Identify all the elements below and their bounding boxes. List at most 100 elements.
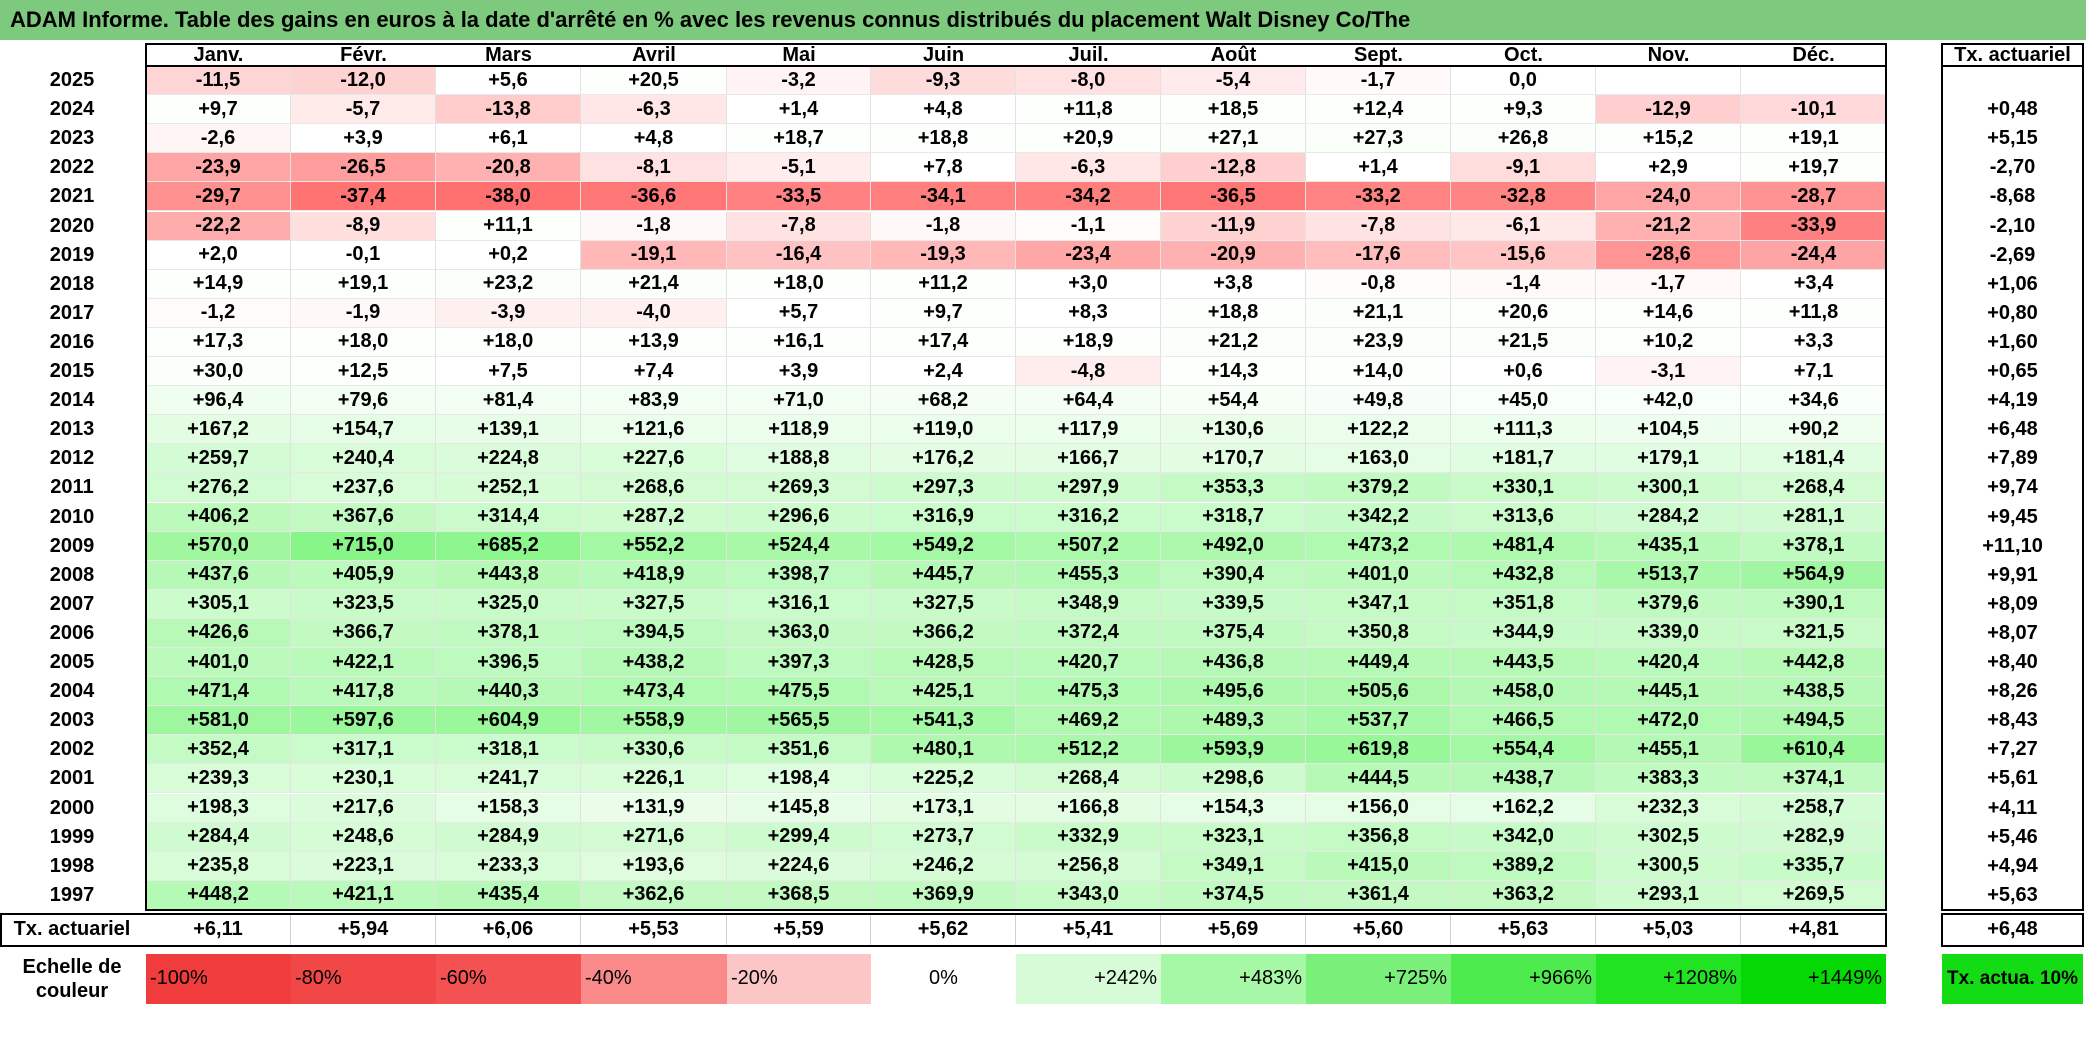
table-cell: +239,3 — [146, 764, 291, 794]
table-cell: +492,0 — [1161, 531, 1306, 561]
table-cell: -12,0 — [291, 66, 436, 95]
table-cell: +405,9 — [291, 560, 436, 590]
table-cell: +19,7 — [1741, 153, 1886, 183]
table-cell: +224,8 — [436, 444, 581, 474]
year-label: 2006 — [49, 621, 95, 644]
table-cell: +473,4 — [581, 677, 727, 707]
table-cell: +443,5 — [1451, 648, 1596, 677]
footer-cell: +5,63 — [1451, 913, 1596, 946]
table-cell: -5,4 — [1161, 66, 1306, 95]
table-cell: +344,9 — [1451, 618, 1596, 648]
table-cell: +18,8 — [1161, 298, 1306, 328]
table-cell: +435,4 — [436, 880, 581, 910]
table-cell: +188,8 — [727, 444, 871, 474]
table-cell: +15,2 — [1596, 124, 1741, 154]
year-label: 2015 — [49, 360, 95, 382]
annual-rate-cell: +7,27 — [1987, 738, 2038, 761]
table-cell: +432,8 — [1451, 560, 1596, 590]
table-cell: -8,1 — [581, 153, 727, 183]
table-cell: +9,7 — [871, 298, 1016, 328]
legend-swatch: +1208% — [1596, 953, 1741, 1004]
table-cell: +379,6 — [1596, 589, 1741, 619]
table-cell: -33,9 — [1741, 211, 1886, 241]
table-cell: +440,3 — [436, 677, 581, 707]
table-cell: +597,6 — [291, 706, 436, 736]
table-cell: -38,0 — [436, 182, 581, 212]
table-cell: +6,1 — [436, 124, 581, 154]
table-cell: -36,5 — [1161, 182, 1306, 212]
table-cell: +18,5 — [1161, 95, 1306, 125]
annual-rate-cell: +0,48 — [1987, 98, 2038, 121]
table-cell: +273,7 — [871, 822, 1016, 852]
table-cell: +445,1 — [1596, 677, 1741, 707]
month-header: Sept. — [1354, 44, 1403, 66]
table-cell: +318,1 — [436, 735, 581, 765]
table-cell: +449,4 — [1306, 648, 1451, 677]
year-label: 2019 — [49, 243, 95, 266]
table-cell: +458,0 — [1451, 677, 1596, 707]
table-cell: +296,6 — [727, 502, 871, 532]
table-cell: +252,1 — [436, 473, 581, 503]
table-cell: +316,9 — [871, 502, 1016, 532]
table-cell: +604,9 — [436, 706, 581, 736]
table-cell: -1,7 — [1596, 269, 1741, 299]
table-cell: -16,4 — [727, 240, 871, 270]
table-cell: +0,6 — [1451, 357, 1596, 386]
footer-cell: +5,60 — [1306, 913, 1451, 946]
annual-rate-cell: +8,09 — [1987, 592, 2038, 615]
table-cell: +2,0 — [146, 240, 291, 270]
table-cell: +240,4 — [291, 444, 436, 474]
annual-rate-cell: -8,68 — [1989, 185, 2036, 208]
table-cell: +11,8 — [1016, 95, 1161, 125]
table-cell: +438,2 — [581, 648, 727, 677]
legend-swatch: -40% — [581, 953, 727, 1004]
table-cell — [1596, 66, 1741, 95]
table-cell: -33,5 — [727, 182, 871, 212]
table-cell: +330,1 — [1451, 473, 1596, 503]
table-cell: +7,5 — [436, 357, 581, 386]
year-label: 2007 — [49, 592, 95, 615]
table-cell: +181,4 — [1741, 444, 1886, 474]
table-cell: +130,6 — [1161, 415, 1306, 445]
table-cell: +122,2 — [1306, 415, 1451, 445]
annual-rate-cell: +5,61 — [1987, 767, 2038, 790]
table-cell: +300,5 — [1596, 851, 1741, 881]
table-cell: -10,1 — [1741, 95, 1886, 125]
table-cell: +426,6 — [146, 618, 291, 648]
table-cell: +226,1 — [581, 764, 727, 794]
table-cell: +3,8 — [1161, 269, 1306, 299]
table-cell: +248,6 — [291, 822, 436, 852]
legend-swatch: +483% — [1161, 953, 1306, 1004]
annual-rate-cell: +0,65 — [1987, 360, 2038, 382]
table-cell: +282,9 — [1741, 822, 1886, 852]
table-cell: +170,7 — [1161, 444, 1306, 474]
table-cell: +297,9 — [1016, 473, 1161, 503]
table-cell: -37,4 — [291, 182, 436, 212]
legend-swatch: -100% — [146, 953, 291, 1004]
table-cell: -15,6 — [1451, 240, 1596, 270]
table-cell: +45,0 — [1451, 386, 1596, 416]
table-cell: -3,9 — [436, 298, 581, 328]
year-label: 2025 — [49, 69, 95, 91]
table-cell: +21,4 — [581, 269, 727, 299]
table-cell: +325,0 — [436, 589, 581, 619]
table-cell: +163,0 — [1306, 444, 1451, 474]
table-cell: +4,8 — [871, 95, 1016, 125]
table-cell: -34,1 — [871, 182, 1016, 212]
table-cell: +139,1 — [436, 415, 581, 445]
year-label: 2009 — [49, 534, 95, 557]
table-cell: +5,6 — [436, 66, 581, 95]
table-cell: +619,8 — [1306, 735, 1451, 765]
table-cell: -3,1 — [1596, 357, 1741, 386]
table-cell: +323,1 — [1161, 822, 1306, 852]
table-cell: +436,8 — [1161, 648, 1306, 677]
table-cell: -36,6 — [581, 182, 727, 212]
legend-swatch: +242% — [1016, 953, 1161, 1004]
year-label: 2013 — [49, 418, 95, 441]
year-label: 2010 — [49, 505, 95, 528]
table-cell: +11,1 — [436, 211, 581, 241]
table-cell: +552,2 — [581, 531, 727, 561]
month-header: Juin — [922, 44, 965, 66]
table-cell: +469,2 — [1016, 706, 1161, 736]
table-cell: +156,0 — [1306, 793, 1451, 823]
